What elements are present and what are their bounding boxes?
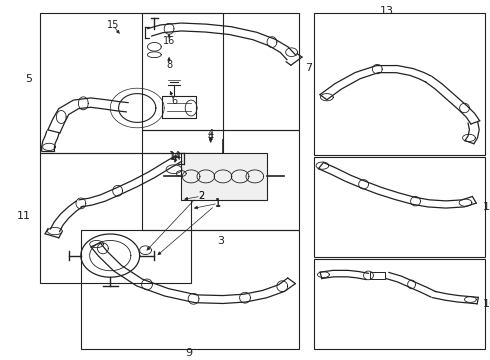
Text: 6: 6 — [171, 96, 177, 106]
Text: 4: 4 — [208, 129, 214, 139]
Text: 5: 5 — [25, 74, 32, 84]
Bar — [81, 230, 299, 349]
Text: 10: 10 — [483, 299, 490, 309]
Text: 2: 2 — [198, 191, 204, 201]
Text: 13: 13 — [380, 6, 394, 16]
Text: 2: 2 — [198, 191, 204, 201]
Text: 12: 12 — [483, 202, 490, 212]
Text: 15: 15 — [106, 20, 119, 30]
Text: 11: 11 — [17, 211, 30, 221]
Bar — [40, 153, 191, 283]
Text: 4: 4 — [208, 132, 214, 142]
Bar — [40, 13, 223, 153]
Text: 3: 3 — [217, 236, 224, 246]
Text: 1: 1 — [215, 198, 221, 208]
Bar — [181, 153, 267, 200]
Bar — [314, 13, 485, 155]
Text: 7: 7 — [305, 63, 312, 73]
Text: 14: 14 — [170, 150, 181, 161]
Bar — [142, 130, 299, 230]
Text: 1: 1 — [215, 199, 221, 210]
Bar — [314, 157, 485, 257]
Text: 14: 14 — [171, 152, 182, 162]
Text: 8: 8 — [166, 60, 172, 70]
Text: 9: 9 — [185, 348, 192, 358]
Bar — [314, 259, 485, 349]
Text: 16: 16 — [163, 36, 175, 46]
Bar — [142, 13, 299, 130]
